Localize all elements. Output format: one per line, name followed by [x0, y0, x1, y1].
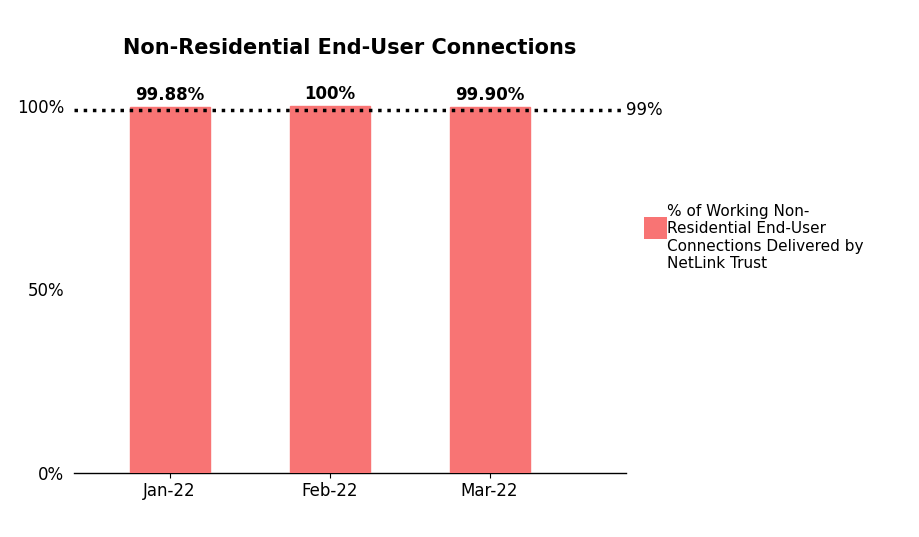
Text: 100%: 100% — [303, 85, 355, 104]
Bar — [130, 107, 210, 473]
Text: 99.90%: 99.90% — [454, 86, 524, 104]
Text: 99.88%: 99.88% — [135, 86, 204, 104]
Bar — [449, 107, 529, 473]
Text: % of Working Non-
Residential End-User
Connections Delivered by
NetLink Trust: % of Working Non- Residential End-User C… — [666, 204, 863, 271]
Text: Non-Residential End-User Connections: Non-Residential End-User Connections — [123, 38, 575, 57]
Bar — [289, 106, 369, 473]
Text: 99%: 99% — [625, 101, 662, 119]
